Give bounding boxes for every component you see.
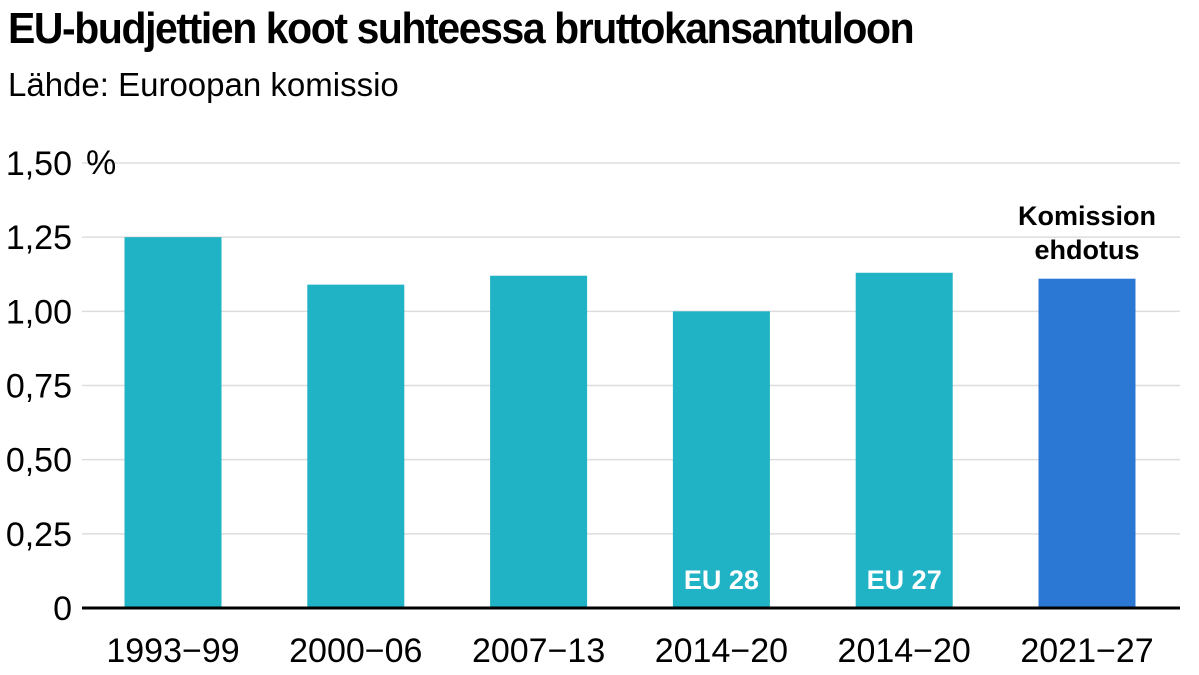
y-tick-label: 1,25 — [6, 219, 72, 257]
bar — [307, 284, 405, 608]
y-axis-unit: % — [86, 144, 116, 182]
bar-label: EU 27 — [867, 565, 942, 595]
bar — [672, 311, 770, 608]
chart-subtitle: Lähde: Euroopan komissio — [8, 66, 399, 103]
bars — [124, 237, 1136, 608]
x-tick-label: 2000−06 — [289, 632, 422, 670]
bar — [855, 272, 953, 608]
annotation-line-1: Komission — [1018, 201, 1156, 231]
bar — [490, 275, 588, 608]
y-tick-label: 0,75 — [6, 368, 72, 406]
bar — [124, 237, 222, 608]
y-tick-label: 0 — [53, 590, 72, 628]
chart-title: EU-budjettien koot suhteessa bruttokansa… — [8, 4, 915, 53]
y-tick-label: 1,00 — [6, 293, 72, 331]
bar — [1038, 278, 1136, 608]
bar-label: EU 28 — [684, 565, 759, 595]
bar-labels: EU 28 EU 27 — [684, 565, 942, 595]
x-tick-label: 2014−20 — [655, 632, 788, 670]
y-tick-label: 1,50 — [6, 145, 72, 183]
x-tick-label: 2021−27 — [1020, 632, 1153, 670]
annotation-line-2: ehdotus — [1035, 235, 1140, 265]
x-axis-labels: 1993−99 2000−06 2007−13 2014−20 2014−20 2021−… — [106, 632, 1153, 670]
x-tick-label: 2014−20 — [838, 632, 971, 670]
annotation-group: Komission ehdotus — [1018, 201, 1156, 265]
y-tick-label: 0,25 — [6, 516, 72, 554]
y-axis-ticks: 0 0,25 0,50 0,75 1,00 1,25 1,50 — [6, 145, 72, 628]
x-tick-label: 2007−13 — [472, 632, 605, 670]
x-tick-label: 1993−99 — [106, 632, 239, 670]
y-tick-label: 0,50 — [6, 442, 72, 480]
gridlines — [82, 162, 1180, 535]
